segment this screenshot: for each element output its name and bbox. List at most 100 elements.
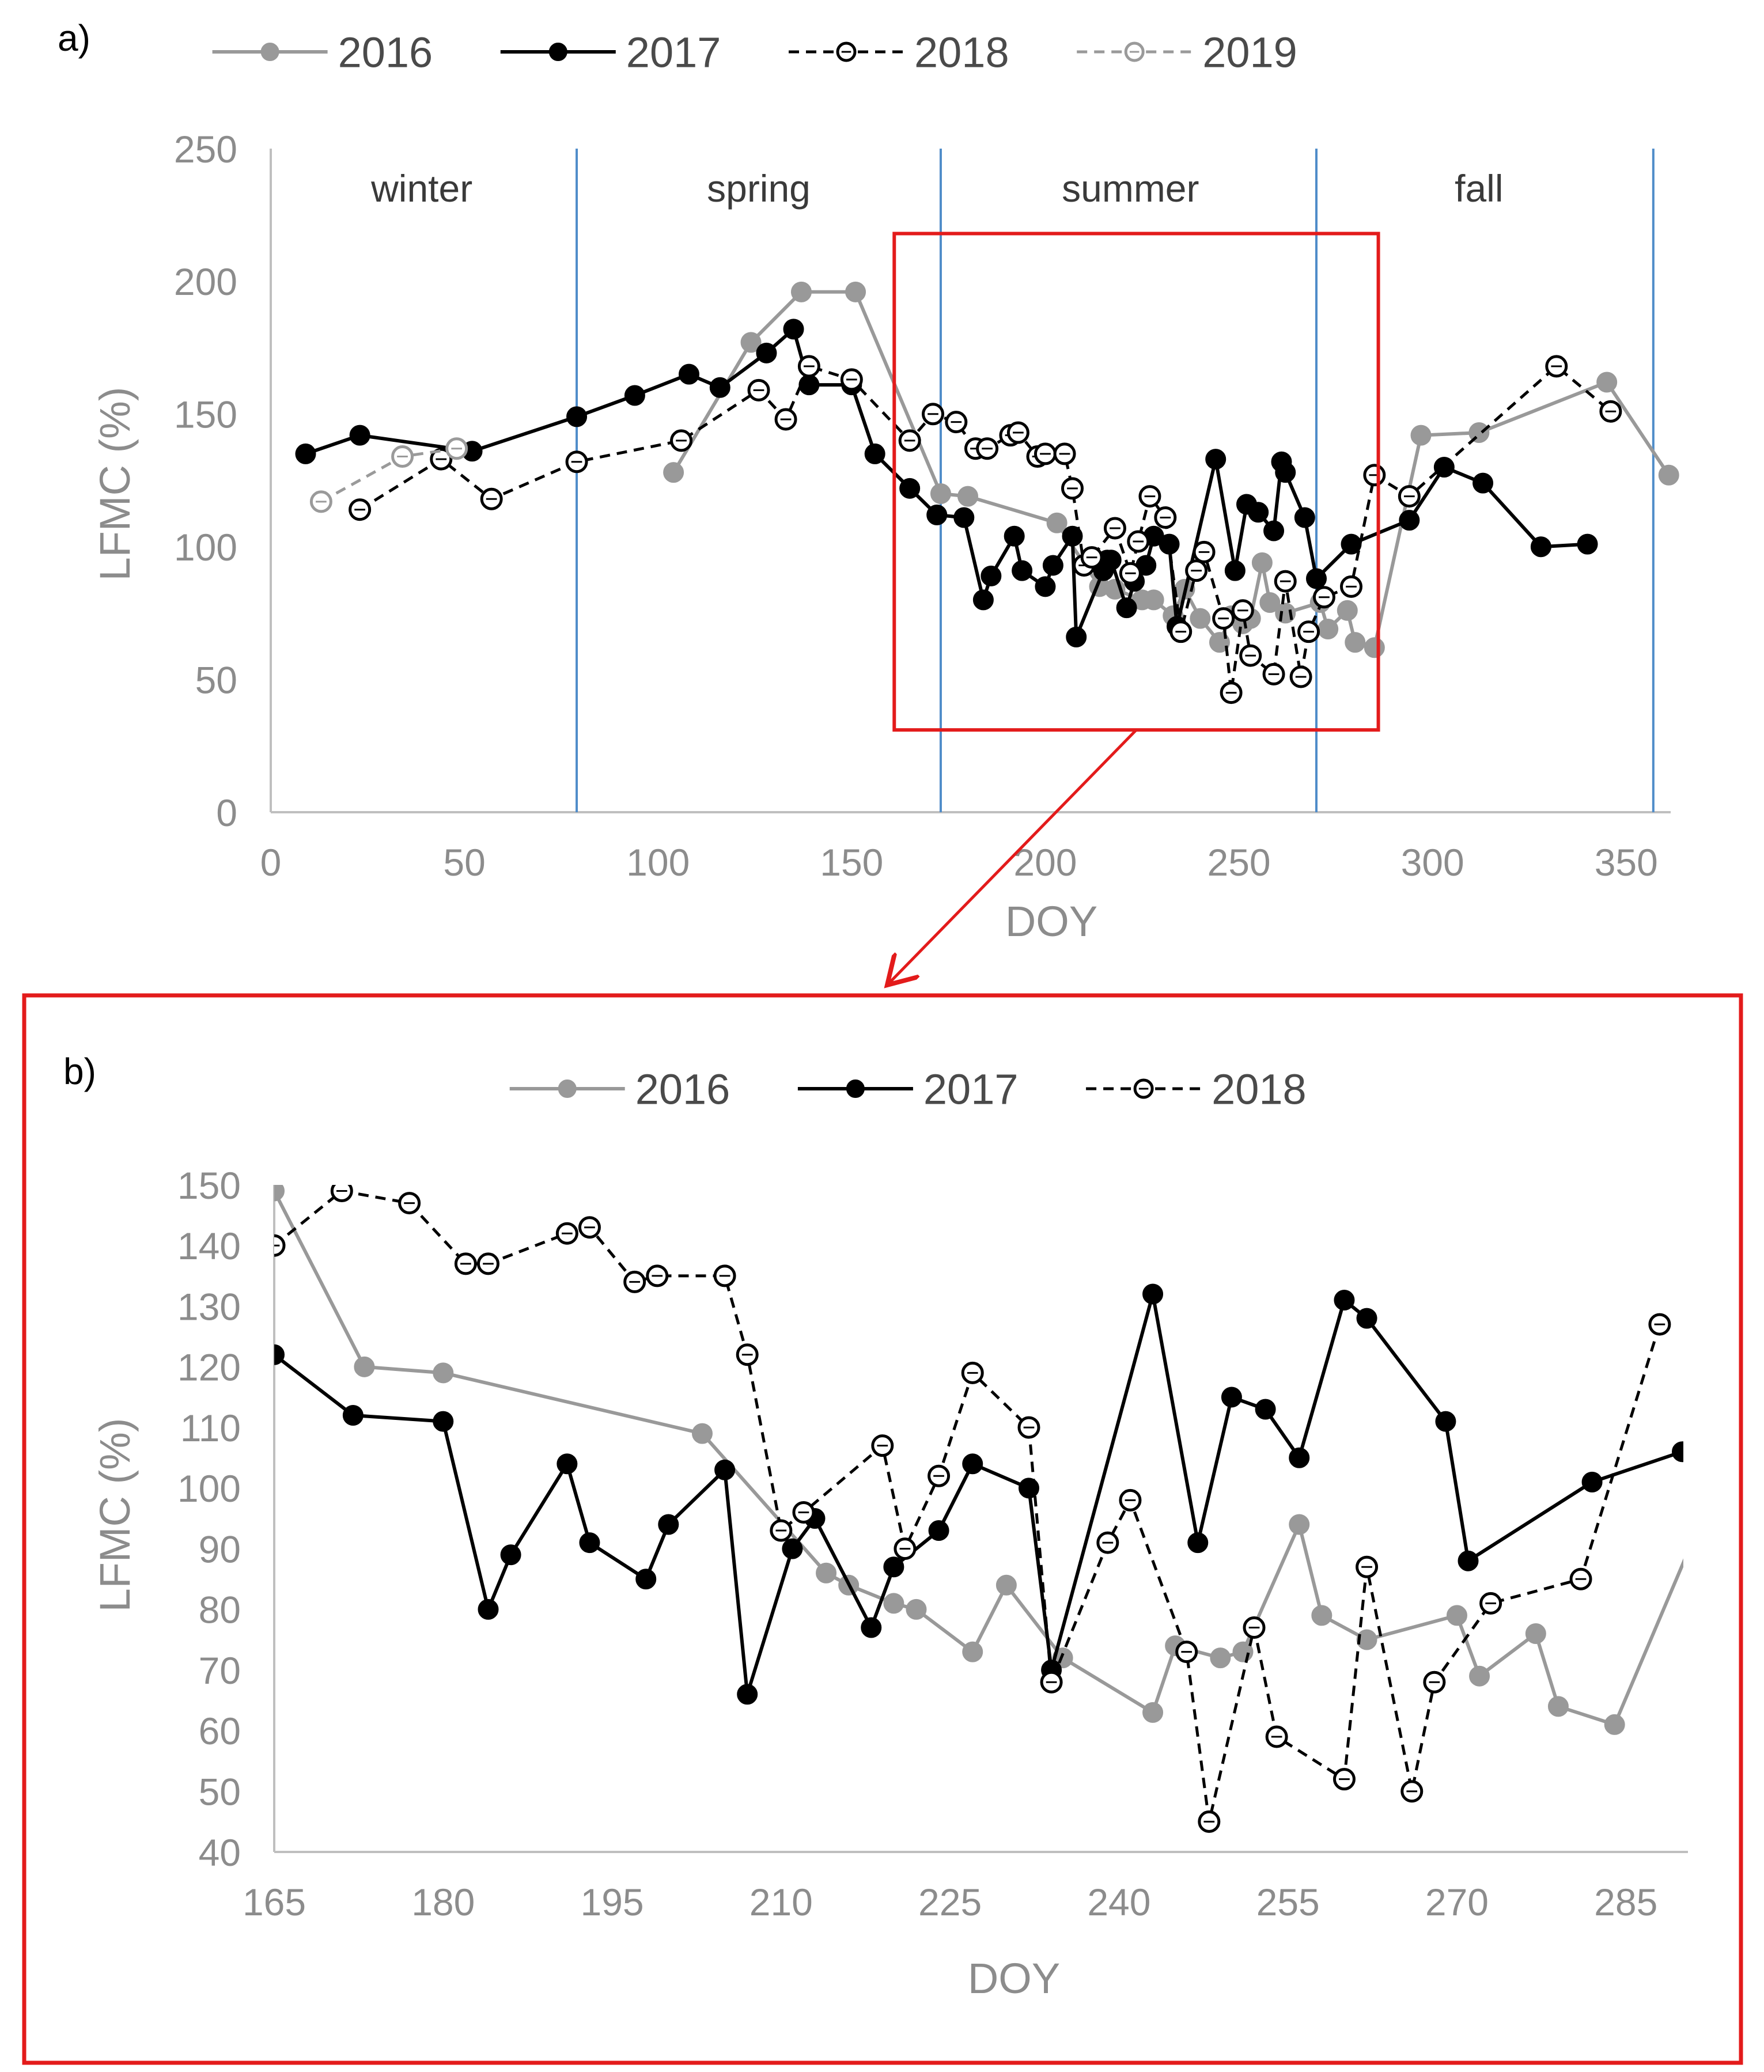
point-2018-14 [894,1537,917,1560]
point-2017-6 [709,377,730,398]
point-2018-31 [1220,681,1243,704]
point-2018-35 [1274,570,1297,593]
x-tick-label: 270 [1425,1881,1489,1923]
point-2018-22 [1198,1810,1221,1833]
point-legend-2019-3 [1124,41,1145,62]
point-2017-13 [926,504,948,525]
point-2017-7 [756,342,777,363]
point-2018-19 [1061,477,1084,500]
chart-b: b) 2016 2017 2018 165 180 195 210 225 240 255 270… [63,1051,1714,2002]
point-2018-27 [1169,620,1193,643]
series-line-2017 [305,327,1588,639]
y-tick-label: 140 [177,1225,241,1267]
season-label-winter: winter [370,167,472,210]
legend-label-2017: 2017 [626,29,721,77]
point-2018-23 [1243,1616,1266,1639]
point-2016-9 [995,1574,1017,1596]
point-2017-20 [1042,555,1063,576]
legend-item-2016: 2016 [212,29,433,77]
point-2016-19 [1469,1665,1490,1687]
point-2017-19 [1142,1283,1164,1305]
point-2018-17 [1017,1416,1040,1439]
point-2016-16 [1311,1605,1333,1626]
point-2018-21 [1080,546,1103,569]
season-dividers: winter spring summer fall [370,149,1655,812]
x-tick-label: 250 [1207,841,1270,884]
point-2018-30 [1569,1567,1592,1590]
legend-b: 2016 2017 2018 [509,1066,1307,1113]
point-2018-3 [454,1252,477,1275]
x-tick-label: 350 [1595,841,1658,884]
point-2018-43 [1599,400,1622,423]
series-a [295,281,1679,704]
point-2018-13 [871,1434,894,1457]
legend-item-2018: 2018 [1086,1066,1307,1113]
point-2017-0 [274,1344,285,1365]
point-2018-20 [1119,1488,1142,1512]
point-2017-32 [1205,449,1227,470]
point-2017-4 [500,1544,521,1566]
y-tick-label: 200 [174,260,237,303]
point-2016-3 [691,1423,713,1444]
point-2017-18 [1012,560,1033,581]
point-2017-14 [953,507,975,528]
point-2018-17 [1034,442,1057,465]
point-2016-3 [845,281,866,302]
point-2016-25 [1364,637,1385,658]
point-2018-15 [1006,421,1029,444]
series-line-2016 [274,1190,1683,1726]
point-2018-4 [476,1252,499,1275]
point-2018-10 [736,1343,759,1366]
x-tick-label: 210 [749,1881,813,1923]
point-2017-26 [1435,1411,1456,1432]
point-2017-20 [1187,1532,1209,1554]
series-2016 [663,281,1679,658]
point-2018-36 [1289,665,1312,688]
point-2019-2 [445,437,468,460]
point-2017-46 [1577,533,1598,555]
x-tick-label: 285 [1594,1881,1657,1923]
x-tick-label: 255 [1256,1881,1320,1923]
point-2017-39 [1294,507,1315,528]
x-tick-label: 165 [243,1881,306,1923]
series-line-2018 [359,365,1612,695]
point-legend-2016-0 [260,43,279,61]
y-axis-title-a: LFMC (%) [91,387,139,581]
axes-b [273,1185,1688,1853]
point-2018-7 [797,355,820,378]
point-2018-40 [1363,464,1386,487]
point-2018-4 [670,429,693,452]
point-2017-14 [883,1556,904,1578]
point-2016-15 [1289,1514,1310,1535]
legend-label-2017: 2017 [923,1066,1019,1113]
point-2016-0 [274,1185,285,1202]
panel-b-frame [22,993,1743,2065]
point-2018-18 [1053,442,1076,465]
x-tick-label: 195 [580,1881,643,1923]
point-2018-23 [1119,562,1142,585]
y-tick-label: 90 [199,1528,241,1570]
y-tick-label: 120 [177,1346,241,1389]
point-2018-25 [1333,1768,1356,1791]
ticks-a: 0 50 100 150 200 250 300 350 0 50 100 150 200 250 [174,128,1658,884]
point-2017-8 [783,319,804,340]
point-2016-21 [1547,1696,1569,1717]
point-2018-38 [1312,586,1335,609]
point-2016-23 [1695,1502,1714,1522]
series-line-2016 [672,290,1671,650]
point-2018-3 [565,450,588,474]
point-2017-27 [1458,1550,1479,1571]
series-2017 [295,319,1598,647]
legend-label-2016: 2016 [635,1066,730,1113]
point-2017-45 [1530,536,1551,558]
x-tick-label: 300 [1401,841,1464,884]
y-tick-label: 0 [216,791,237,834]
point-2017-15 [972,589,994,611]
series-2017 [274,1283,1683,1705]
x-axis-title-a: DOY [1005,897,1097,945]
chart-a: a) 2016 2017 2018 2019 winter spring summer fa… [58,17,1679,985]
point-2018-31 [1648,1313,1671,1336]
x-tick-label: 100 [626,841,690,884]
point-2018-2 [398,1192,421,1215]
point-2017-13 [861,1617,882,1638]
